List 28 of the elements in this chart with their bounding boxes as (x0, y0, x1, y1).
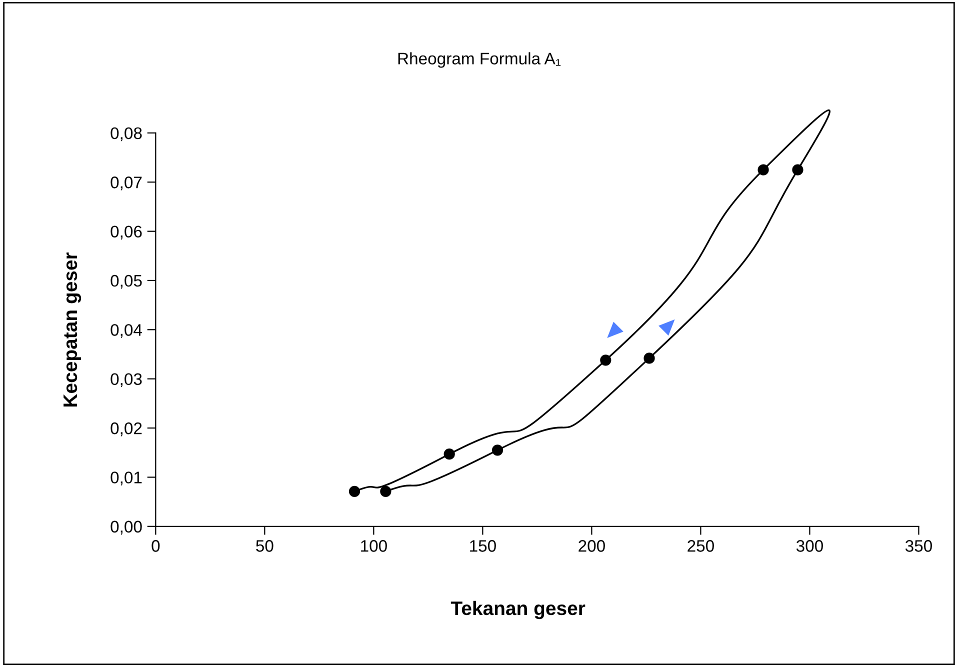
point (758, 164, 769, 176)
point (600, 354, 612, 366)
x-tick-label: 150 (470, 540, 496, 552)
y-tick-label: 0,01 (110, 472, 142, 486)
x-tick-label: 300 (796, 540, 823, 552)
x-tick-label: 350 (905, 540, 932, 552)
point (348, 486, 360, 498)
chart-title: Rheogram Formula A₁ (398, 52, 561, 68)
y-tick-label: 0,04 (110, 324, 142, 338)
y-tick-label: 0,02 (110, 422, 142, 436)
x-tick-label: 250 (688, 540, 714, 552)
y-tick-label: 0,08 (110, 127, 142, 142)
y-tick-label: 0,00 (110, 520, 142, 535)
y-tick-label: 0,05 (110, 274, 142, 289)
x-axis-title: Tekanan geser (450, 600, 586, 620)
point (792, 164, 804, 176)
point (492, 444, 504, 456)
y-tick-label: 0,03 (110, 373, 142, 388)
y-tick-label: 0,06 (110, 226, 142, 240)
x-tick-label: 200 (578, 540, 605, 552)
y-axis-title: Kecepatan geser (64, 252, 82, 407)
y-tick-label: 0,07 (110, 176, 142, 190)
point (380, 486, 392, 498)
x-tick-label: 0 (152, 540, 160, 552)
point (644, 352, 655, 364)
x-tick-label: 50 (256, 540, 274, 552)
point (444, 448, 455, 460)
x-tick-label: 100 (361, 540, 387, 552)
